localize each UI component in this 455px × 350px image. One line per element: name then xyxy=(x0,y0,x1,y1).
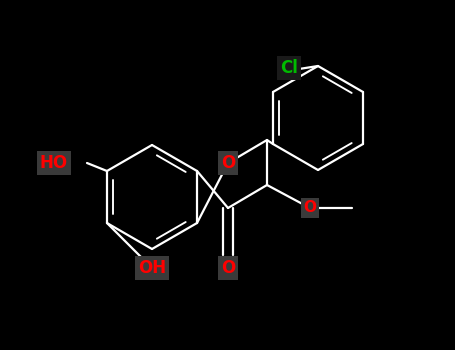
Text: OH: OH xyxy=(138,259,166,277)
Text: O: O xyxy=(221,154,235,172)
Text: HO: HO xyxy=(40,154,68,172)
Text: O: O xyxy=(221,259,235,277)
Text: Cl: Cl xyxy=(280,59,298,77)
Text: O: O xyxy=(303,201,317,216)
